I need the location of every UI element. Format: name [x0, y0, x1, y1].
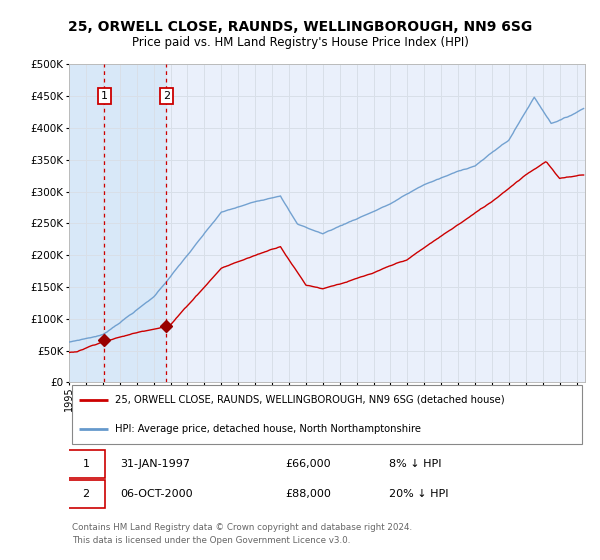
FancyBboxPatch shape — [67, 480, 105, 508]
Text: 31-JAN-1997: 31-JAN-1997 — [121, 459, 191, 469]
Text: £66,000: £66,000 — [286, 459, 331, 469]
Text: Price paid vs. HM Land Registry's House Price Index (HPI): Price paid vs. HM Land Registry's House … — [131, 36, 469, 49]
Text: 1: 1 — [83, 459, 89, 469]
Text: 20% ↓ HPI: 20% ↓ HPI — [389, 489, 448, 499]
Text: 25, ORWELL CLOSE, RAUNDS, WELLINGBOROUGH, NN9 6SG: 25, ORWELL CLOSE, RAUNDS, WELLINGBOROUGH… — [68, 20, 532, 34]
Bar — [69, 64, 104, 382]
Text: HPI: Average price, detached house, North Northamptonshire: HPI: Average price, detached house, Nort… — [115, 424, 421, 434]
Bar — [104, 64, 166, 382]
Text: Contains HM Land Registry data © Crown copyright and database right 2024.
This d: Contains HM Land Registry data © Crown c… — [71, 523, 412, 545]
Text: 2: 2 — [82, 489, 89, 499]
Text: £88,000: £88,000 — [286, 489, 332, 499]
Text: 2: 2 — [163, 91, 170, 101]
Text: 8% ↓ HPI: 8% ↓ HPI — [389, 459, 442, 469]
Text: 1: 1 — [101, 91, 108, 101]
FancyBboxPatch shape — [67, 450, 105, 478]
Text: 25, ORWELL CLOSE, RAUNDS, WELLINGBOROUGH, NN9 6SG (detached house): 25, ORWELL CLOSE, RAUNDS, WELLINGBOROUGH… — [115, 395, 505, 405]
Text: 06-OCT-2000: 06-OCT-2000 — [121, 489, 193, 499]
FancyBboxPatch shape — [71, 385, 583, 444]
